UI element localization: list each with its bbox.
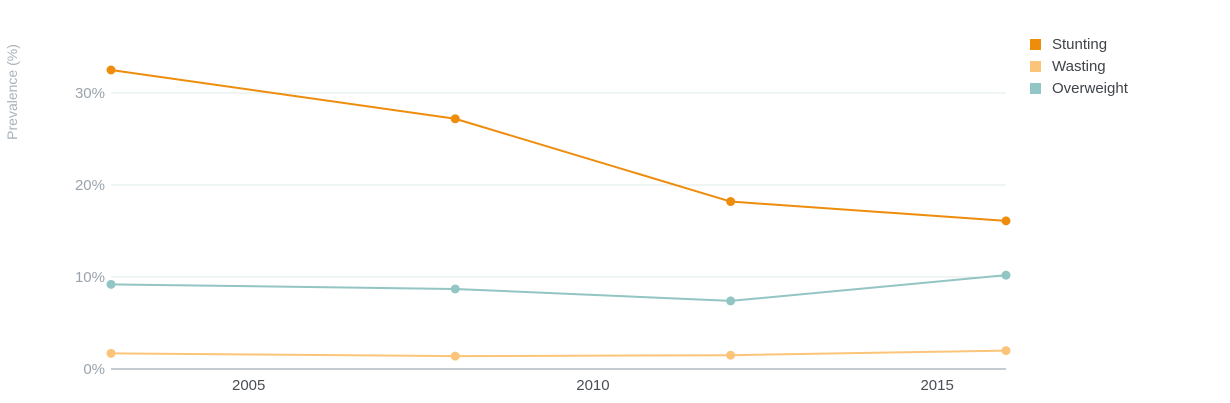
data-point-stunting[interactable] <box>106 65 116 75</box>
y-axis-ticks: 0% 10% 20% 30% <box>75 85 105 378</box>
series-line-stunting <box>110 69 1007 222</box>
legend-item-overweight[interactable]: Overweight <box>1030 77 1128 99</box>
legend-label: Overweight <box>1052 79 1128 97</box>
legend-swatch <box>1030 82 1041 94</box>
data-point-overweight[interactable] <box>1001 270 1011 280</box>
x-tick-label: 2005 <box>232 377 265 394</box>
gridlines <box>111 92 1006 278</box>
legend-swatch <box>1030 38 1041 50</box>
legend-label: Wasting <box>1052 57 1106 75</box>
data-point-wasting[interactable] <box>1001 346 1011 356</box>
y-tick-label: 20% <box>75 177 105 194</box>
y-tick-label: 30% <box>75 85 105 102</box>
y-tick-label: 10% <box>75 269 105 286</box>
data-point-wasting[interactable] <box>450 351 460 361</box>
data-point-stunting[interactable] <box>726 197 736 207</box>
data-point-stunting[interactable] <box>450 114 460 124</box>
data-point-overweight[interactable] <box>450 284 460 294</box>
x-tick-label: 2010 <box>576 377 609 394</box>
legend: Stunting Wasting Overweight <box>1030 33 1128 99</box>
legend-swatch <box>1030 60 1041 72</box>
y-axis-label: Prevalence (%) <box>4 44 20 140</box>
data-point-wasting[interactable] <box>726 350 736 360</box>
x-axis-ticks: 2005 2010 2015 <box>232 377 954 394</box>
data-point-wasting[interactable] <box>106 348 116 358</box>
legend-label: Stunting <box>1052 35 1108 53</box>
legend-item-wasting[interactable]: Wasting <box>1030 55 1128 77</box>
data-point-overweight[interactable] <box>726 296 736 306</box>
x-tick-label: 2015 <box>920 377 953 394</box>
series-line-overweight <box>110 274 1007 302</box>
series-line-wasting <box>110 349 1007 358</box>
data-point-overweight[interactable] <box>106 279 116 289</box>
y-tick-label: 0% <box>83 361 105 378</box>
data-point-stunting[interactable] <box>1001 216 1011 226</box>
legend-item-stunting[interactable]: Stunting <box>1030 33 1128 55</box>
series-group <box>106 65 1011 361</box>
